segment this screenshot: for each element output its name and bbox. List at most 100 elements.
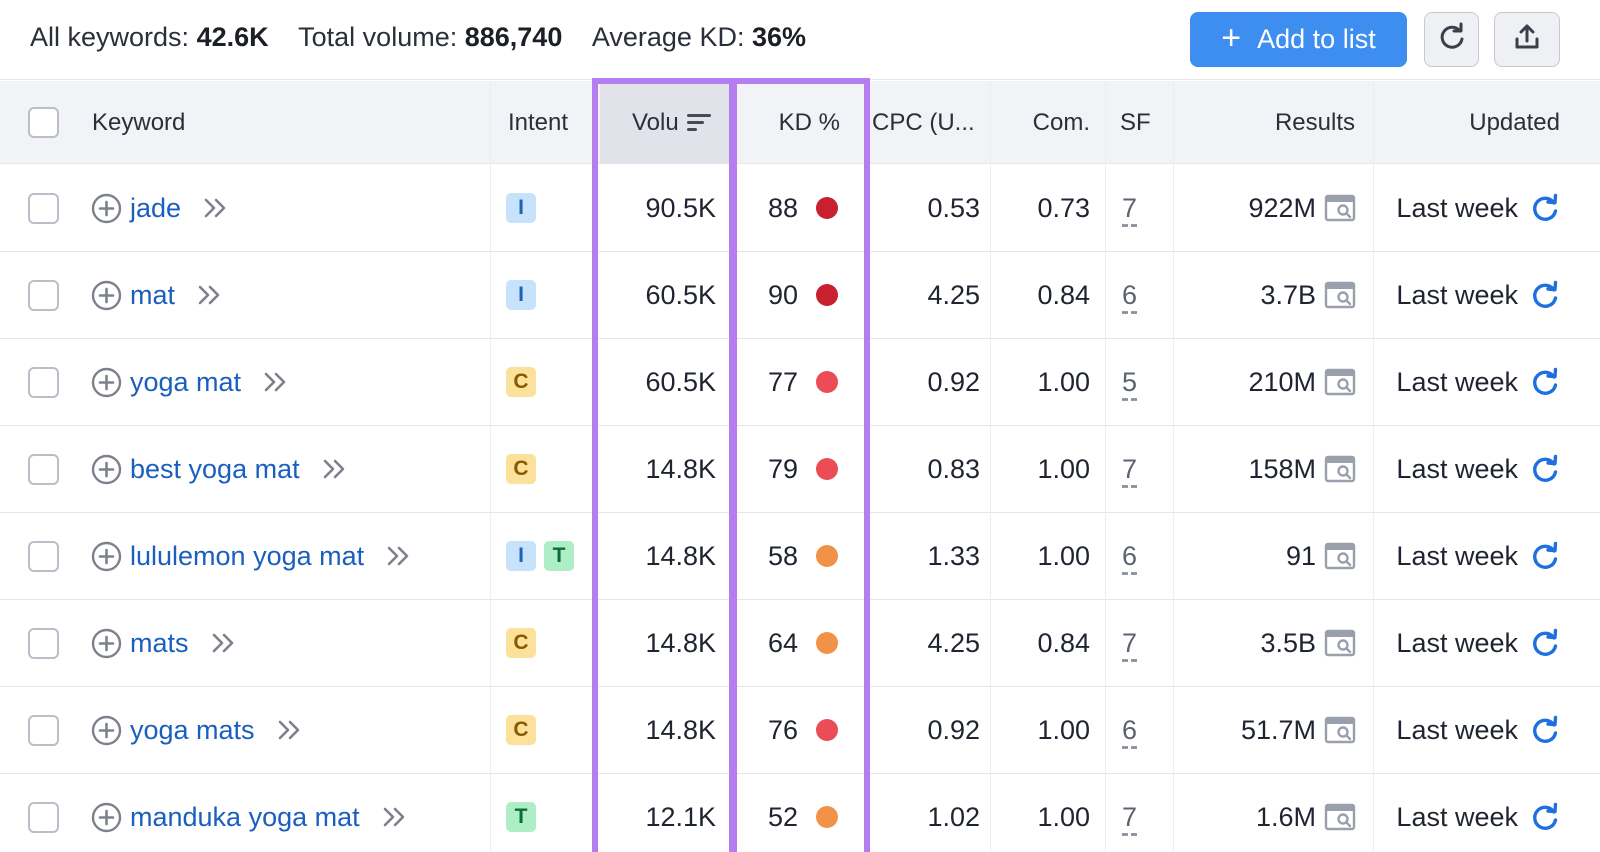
update-metrics-icon[interactable] [1530,802,1560,832]
update-metrics-icon[interactable] [1530,715,1560,745]
volume-cell: 14.8K [645,714,716,745]
row-checkbox[interactable] [28,801,59,833]
add-keyword-icon[interactable] [91,628,122,659]
serp-features-link[interactable]: 6 [1122,714,1138,745]
export-icon [1512,22,1542,57]
view-serp-icon[interactable] [1324,455,1356,483]
update-metrics-icon[interactable] [1530,541,1560,571]
kd-value: 64 [768,627,799,658]
view-serp-icon[interactable] [1324,194,1356,222]
serp-features-link[interactable]: 7 [1122,627,1138,658]
updated-value: Last week [1396,714,1518,745]
keyword-overview-icon[interactable] [322,458,348,480]
serp-features-link[interactable]: 6 [1122,279,1138,310]
results-value: 3.5B [1260,627,1316,658]
kd-cell: 58 [768,513,839,599]
row-checkbox[interactable] [28,366,59,398]
row-checkbox[interactable] [28,540,59,572]
serp-features-link[interactable]: 7 [1122,453,1138,484]
intent-badge: C [506,367,536,397]
kd-difficulty-dot [816,719,839,741]
updated-cell: Last week [1380,165,1560,251]
add-keyword-icon[interactable] [91,802,122,833]
header-results[interactable]: Results [1274,108,1355,136]
update-metrics-icon[interactable] [1530,280,1560,310]
volume-cell: 12.1K [645,801,716,832]
update-metrics-icon[interactable] [1530,193,1560,223]
keyword-link[interactable]: yoga mat [130,366,242,397]
header-updated[interactable]: Updated [1469,108,1560,136]
row-checkbox[interactable] [28,453,59,485]
intent-badge: I [506,193,536,223]
header-volume[interactable]: Volu [600,81,730,164]
update-metrics-icon[interactable] [1530,367,1560,397]
select-all-checkbox[interactable] [28,107,59,138]
row-checkbox[interactable] [28,714,59,746]
add-keyword-icon[interactable] [91,193,122,224]
keyword-link[interactable]: manduka yoga mat [130,801,360,832]
keyword-overview-icon[interactable] [386,545,412,567]
serp-features-link[interactable]: 7 [1122,801,1138,832]
keyword-link[interactable]: yoga mats [130,714,255,745]
com-cell: 1.00 [1037,366,1090,397]
summary-bar: All keywords: 42.6K Total volume: 886,74… [0,0,1600,80]
header-cpc[interactable]: CPC (U... [872,108,975,136]
updated-value: Last week [1396,801,1518,832]
add-keyword-icon[interactable] [91,715,122,746]
keyword-link[interactable]: mats [130,627,189,658]
view-serp-icon[interactable] [1324,803,1356,831]
serp-features-link[interactable]: 5 [1122,366,1138,397]
header-keyword[interactable]: Keyword [92,108,186,136]
row-select-cell [28,426,64,512]
add-to-list-button[interactable]: + Add to list [1190,12,1407,67]
keyword-overview-icon[interactable] [382,806,408,828]
keyword-link[interactable]: mat [130,279,176,310]
update-metrics-icon[interactable] [1530,628,1560,658]
row-checkbox[interactable] [28,192,59,224]
view-serp-icon[interactable] [1324,281,1356,309]
keyword-overview-icon[interactable] [263,371,289,393]
kd-value: 88 [768,192,799,223]
view-serp-icon[interactable] [1324,368,1356,396]
updated-value: Last week [1396,627,1518,658]
view-serp-icon[interactable] [1324,629,1356,657]
keyword-overview-icon[interactable] [211,632,237,654]
sf-cell: 6 [1122,687,1137,773]
keyword-overview-icon[interactable] [203,197,229,219]
keyword-cell: mat [91,252,223,338]
header-sf[interactable]: SF [1120,108,1151,136]
kd-difficulty-dot [816,284,839,306]
average-kd-stat: Average KD: 36% [592,22,806,52]
view-serp-icon[interactable] [1324,542,1356,570]
row-checkbox[interactable] [28,627,59,659]
table-row: mat I 60.5K 90 4.25 0.84 6 3.7B Last wee… [0,252,1600,339]
serp-features-link[interactable]: 6 [1122,540,1138,571]
row-checkbox[interactable] [28,279,59,311]
updated-cell: Last week [1380,426,1560,512]
add-keyword-icon[interactable] [91,367,122,398]
intent-badge: C [506,454,536,484]
keyword-overview-icon[interactable] [277,719,303,741]
header-kd[interactable]: KD % [778,108,840,136]
add-keyword-icon[interactable] [91,454,122,485]
serp-features-link[interactable]: 7 [1122,192,1138,223]
intent-cell: C [506,687,544,773]
keyword-link[interactable]: lululemon yoga mat [130,540,365,571]
add-keyword-icon[interactable] [91,541,122,572]
keyword-link[interactable]: jade [130,192,182,223]
refresh-icon [1437,22,1467,57]
results-value: 210M [1248,366,1316,397]
header-intent[interactable]: Intent [508,108,569,136]
row-select-cell [28,687,64,773]
results-value: 51.7M [1240,714,1316,745]
view-serp-icon[interactable] [1324,716,1356,744]
keyword-link[interactable]: best yoga mat [130,453,300,484]
header-com[interactable]: Com. [1032,108,1090,136]
sort-descending-icon [686,112,713,134]
update-metrics-icon[interactable] [1530,454,1560,484]
updated-cell: Last week [1380,774,1560,852]
keyword-overview-icon[interactable] [197,284,223,306]
add-keyword-icon[interactable] [91,280,122,311]
refresh-button[interactable] [1424,12,1479,67]
export-button[interactable] [1494,12,1560,67]
